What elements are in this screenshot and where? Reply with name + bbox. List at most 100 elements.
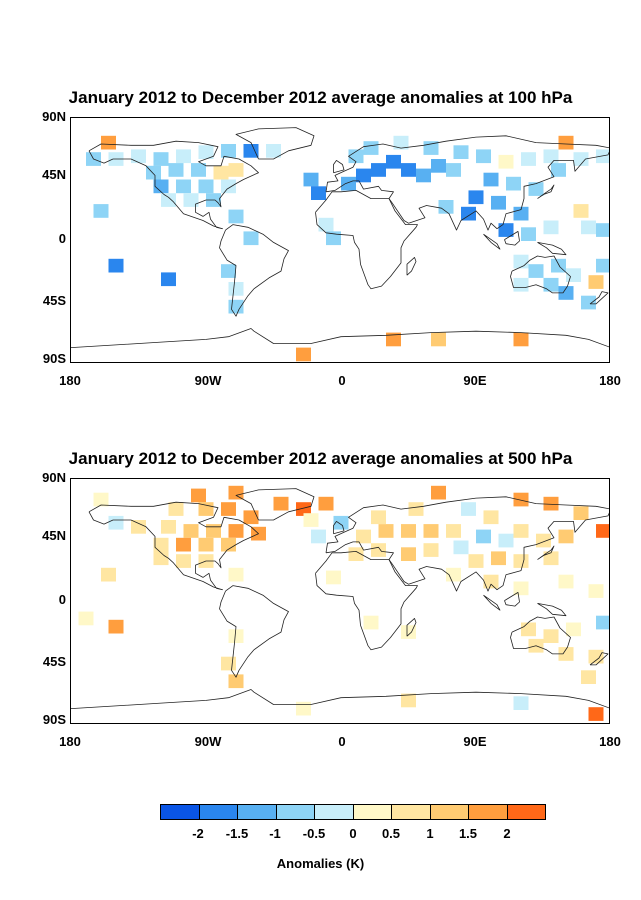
anomaly-cell bbox=[153, 179, 169, 194]
panel-2-lon-label-180e: 180 bbox=[599, 734, 621, 749]
anomaly-cell bbox=[176, 179, 191, 194]
anomaly-cell bbox=[513, 554, 529, 568]
anomaly-cell bbox=[228, 567, 244, 582]
anomaly-cell bbox=[491, 551, 506, 566]
panel-2-lat-label-90n: 90N bbox=[42, 470, 66, 485]
panel-1-lon-label-0: 0 bbox=[338, 373, 346, 388]
anomaly-cell bbox=[498, 154, 514, 169]
anomaly-cell bbox=[371, 543, 386, 557]
colorbar-swatch bbox=[237, 805, 276, 819]
panel-1-lon-label-90e: 90E bbox=[463, 373, 487, 388]
anomaly-cell bbox=[191, 488, 206, 503]
anomaly-cell bbox=[228, 674, 244, 689]
anomaly-cell bbox=[221, 179, 236, 194]
anomaly-cell bbox=[371, 510, 386, 525]
anomaly-cell bbox=[401, 163, 416, 177]
anomaly-cell bbox=[468, 554, 484, 568]
anomaly-cell bbox=[558, 135, 574, 150]
anomaly-cell bbox=[566, 622, 581, 637]
anomaly-cell bbox=[453, 145, 469, 159]
anomaly-cell bbox=[363, 615, 379, 630]
anomaly-cell bbox=[401, 547, 416, 561]
anomaly-cell bbox=[521, 227, 536, 241]
anomaly-cell bbox=[536, 533, 551, 548]
anomaly-cell bbox=[581, 295, 596, 310]
anomaly-cell bbox=[566, 268, 581, 282]
anomaly-cell bbox=[476, 529, 491, 544]
coastline bbox=[537, 603, 567, 617]
anomaly-cell bbox=[311, 529, 326, 544]
colorbar-title: Anomalies (K) bbox=[276, 856, 365, 871]
panel-1-plot-area bbox=[71, 127, 609, 362]
anomaly-cell bbox=[153, 537, 169, 552]
anomaly-cell bbox=[273, 496, 289, 511]
colorbar-swatch bbox=[314, 805, 353, 819]
anomaly-cell bbox=[348, 149, 364, 164]
anomaly-cell bbox=[228, 299, 244, 314]
panel-2-map bbox=[70, 478, 610, 724]
anomaly-cell bbox=[153, 551, 169, 566]
anomaly-cell bbox=[468, 190, 484, 205]
anomaly-cell bbox=[296, 502, 311, 516]
colorbar-swatch bbox=[429, 805, 468, 819]
anomaly-cell bbox=[453, 540, 469, 555]
anomaly-cell bbox=[303, 513, 319, 527]
anomaly-cell bbox=[168, 502, 184, 516]
anomaly-cell bbox=[131, 149, 146, 164]
colorbar-swatch bbox=[352, 805, 391, 819]
anomaly-cell bbox=[513, 492, 529, 507]
anomaly-cell bbox=[596, 615, 609, 630]
anomaly-cell bbox=[401, 693, 416, 708]
anomaly-cell bbox=[228, 282, 244, 296]
anomaly-cell bbox=[296, 347, 311, 362]
anomaly-cell bbox=[386, 332, 401, 347]
anomaly-cell bbox=[296, 701, 311, 716]
anomaly-cell bbox=[543, 220, 559, 235]
anomaly-cell bbox=[228, 163, 244, 177]
anomaly-cell bbox=[498, 223, 514, 237]
anomaly-cell bbox=[221, 264, 236, 278]
panel-2-lat-label-45n: 45N bbox=[42, 528, 66, 543]
anomaly-cell bbox=[483, 574, 499, 589]
anomaly-cell bbox=[356, 168, 371, 183]
colorbar-swatch bbox=[161, 805, 199, 819]
anomaly-cell bbox=[101, 135, 116, 150]
anomaly-cell bbox=[581, 670, 596, 684]
colorbar-swatch bbox=[506, 805, 545, 819]
colorbar-tick: 1.5 bbox=[458, 826, 478, 841]
anomaly-cell bbox=[221, 502, 236, 516]
coastline bbox=[235, 127, 315, 160]
anomaly-cell bbox=[438, 200, 454, 214]
anomaly-cell bbox=[423, 524, 439, 538]
anomaly-cell bbox=[431, 485, 446, 500]
panel-1-lon-label-180e: 180 bbox=[599, 373, 621, 388]
anomaly-cell bbox=[521, 152, 536, 166]
anomaly-cell bbox=[573, 506, 589, 520]
coastline bbox=[537, 184, 555, 199]
anomaly-cell bbox=[401, 524, 416, 538]
anomaly-cell bbox=[543, 277, 559, 292]
panel-1-lon-label-180w: 180 bbox=[59, 373, 81, 388]
anomaly-cell bbox=[543, 496, 559, 511]
anomaly-cell bbox=[326, 231, 341, 246]
anomaly-cell bbox=[333, 515, 349, 530]
anomaly-cell bbox=[558, 574, 574, 589]
anomaly-cell bbox=[108, 258, 124, 273]
anomaly-cell bbox=[513, 524, 529, 538]
coastline bbox=[71, 328, 609, 348]
panel-2-lon-label-0: 0 bbox=[338, 734, 346, 749]
coastline bbox=[483, 233, 501, 250]
coastline bbox=[315, 190, 418, 290]
anomaly-cell bbox=[588, 584, 604, 598]
colorbar-tick: 0.5 bbox=[381, 826, 401, 841]
anomaly-cell bbox=[588, 649, 604, 664]
anomaly-cell bbox=[348, 547, 364, 561]
anomaly-cell bbox=[416, 168, 431, 183]
anomaly-cell bbox=[581, 220, 596, 235]
coastline bbox=[537, 545, 555, 560]
anomaly-cell bbox=[326, 570, 341, 585]
anomaly-cell bbox=[483, 172, 499, 187]
coastline bbox=[510, 255, 571, 294]
anomaly-cell bbox=[513, 332, 529, 347]
coastline bbox=[88, 140, 259, 230]
